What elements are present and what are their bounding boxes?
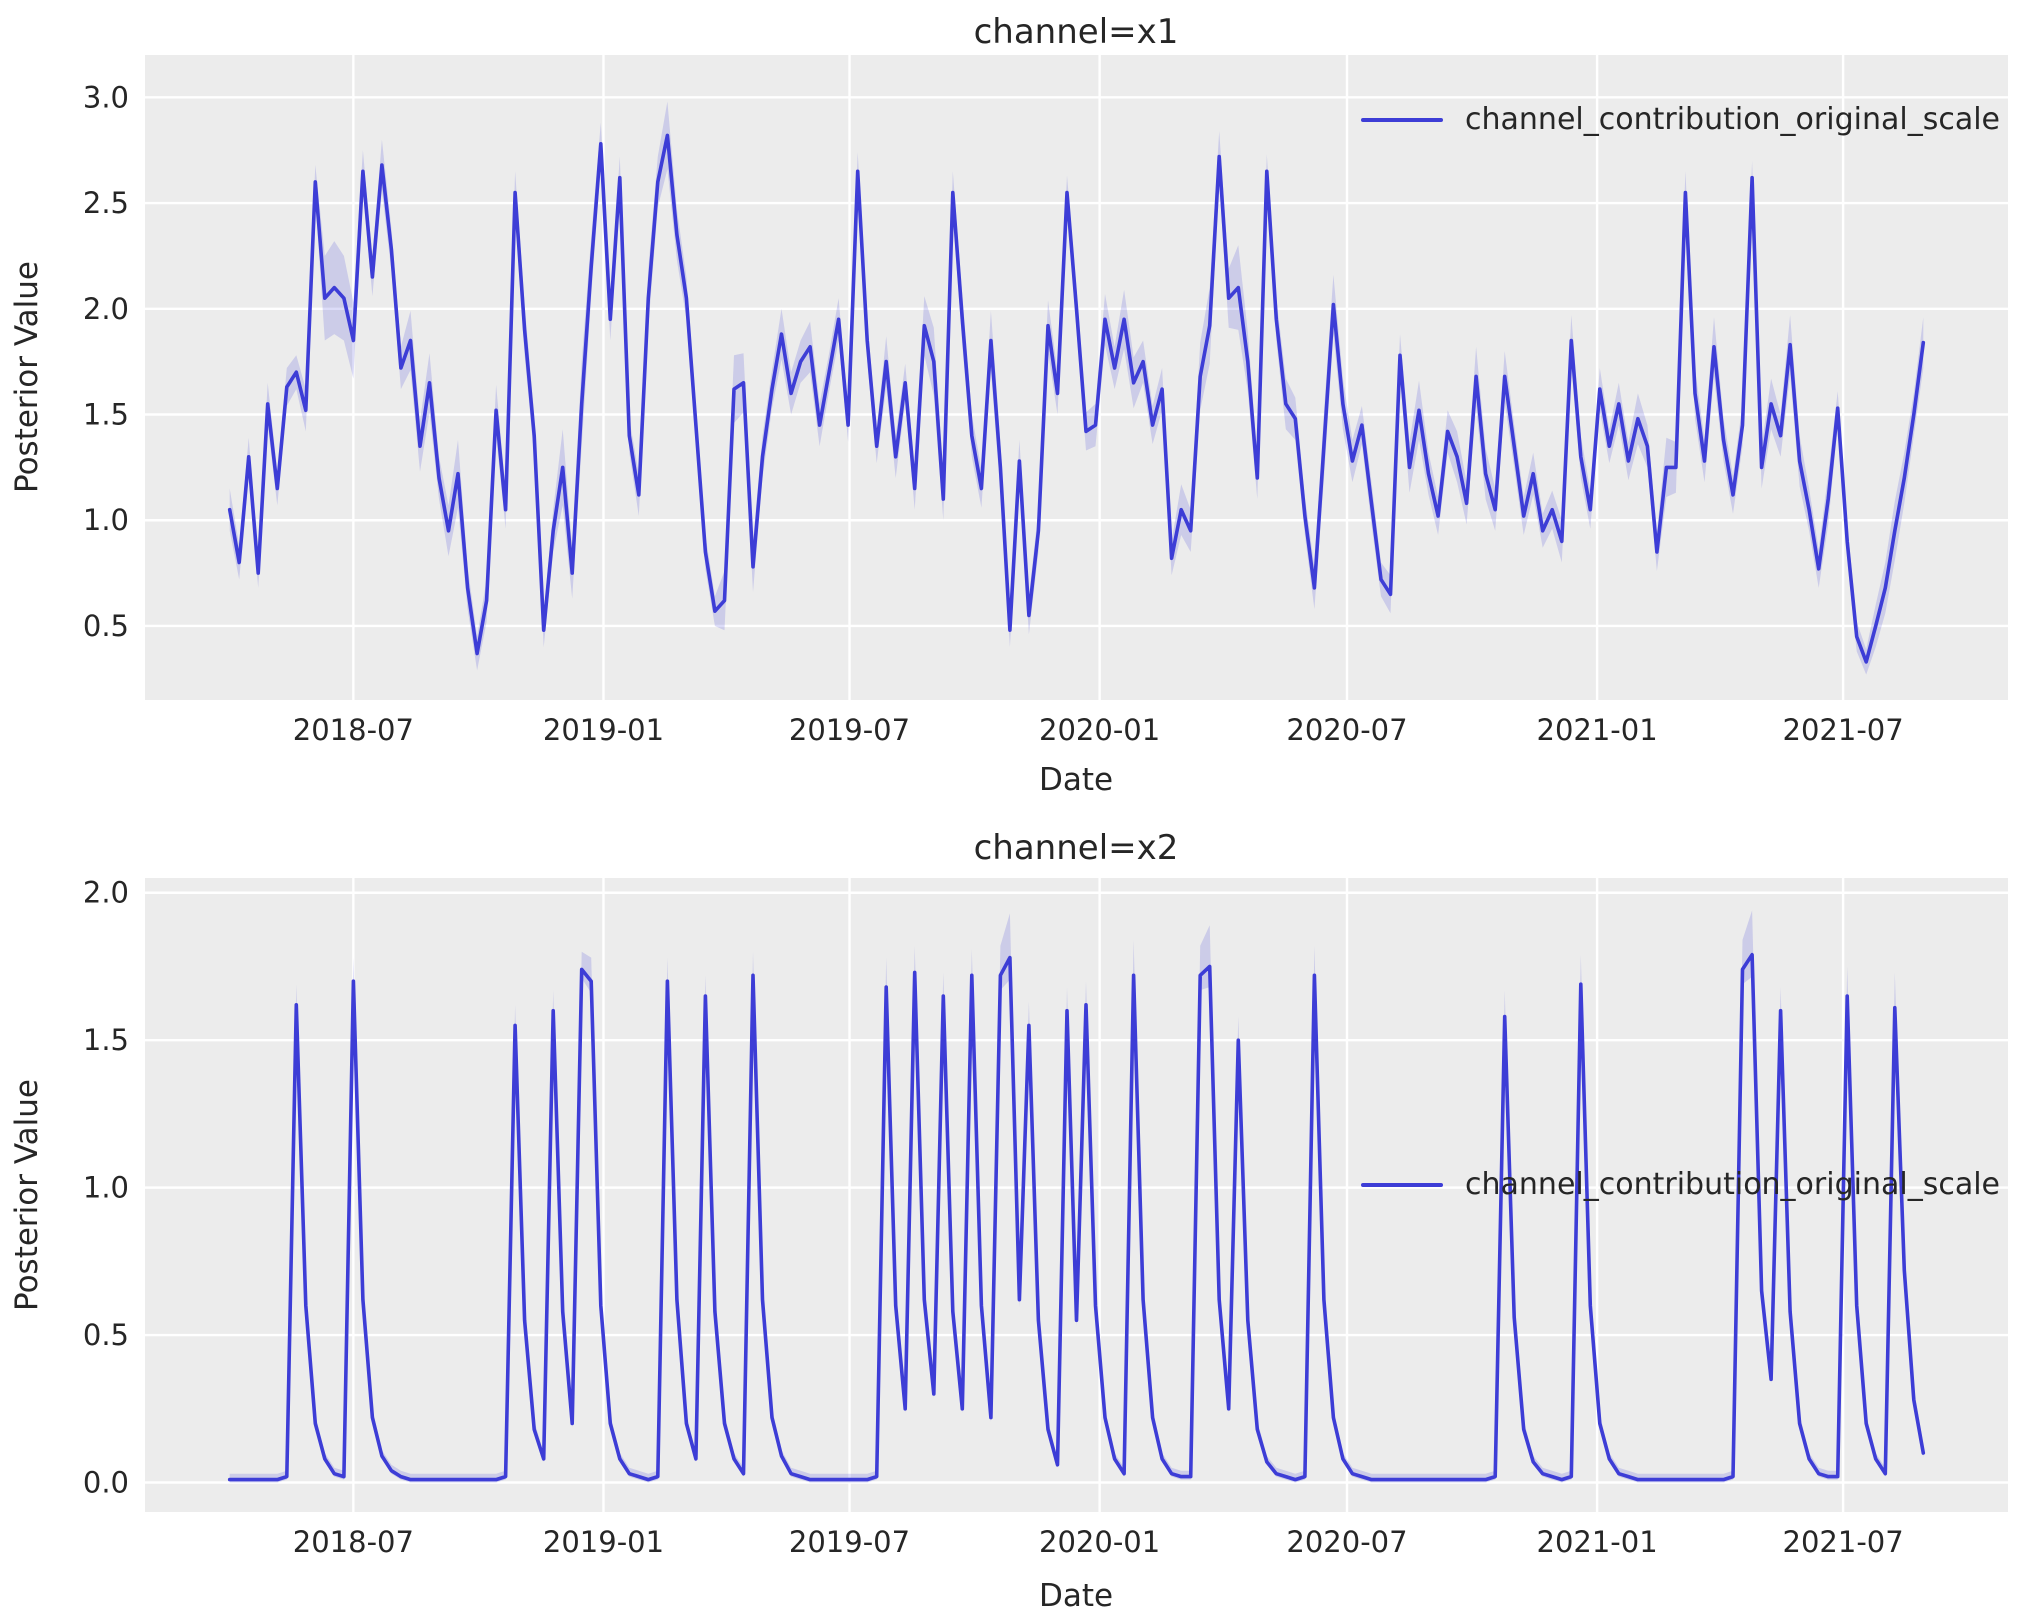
x-tick-label: 2019-07 — [789, 1525, 910, 1559]
y-tick-label: 0.5 — [83, 609, 129, 643]
posterior-mean-line — [227, 952, 1926, 1482]
y-tick-label: 1.5 — [83, 1023, 129, 1057]
x-tick-label: 2020-01 — [1039, 1525, 1160, 1559]
x-tick-label: 2019-01 — [543, 713, 664, 747]
plot-background — [145, 55, 2008, 700]
x-tick-label: 2018-07 — [293, 713, 414, 747]
panel1-legend: channel_contribution_original_scale — [1361, 102, 2000, 137]
plot-background — [145, 878, 2008, 1512]
panel1-x-axis-label: Date — [1038, 762, 1114, 798]
panel1-legend-label: channel_contribution_original_scale — [1465, 102, 2000, 137]
x-tick-label: 2021-07 — [1783, 713, 1904, 747]
y-tick-label: 3.0 — [83, 80, 129, 114]
x-tick-label: 2021-07 — [1783, 1525, 1904, 1559]
y-tick-label: 2.0 — [83, 292, 129, 326]
panel1-y-axis-label: Posterior Value — [9, 261, 45, 493]
panel2-legend: channel_contribution_original_scale — [1361, 1167, 2000, 1202]
x-tick-label: 2020-01 — [1039, 713, 1160, 747]
y-tick-label: 2.0 — [83, 876, 129, 910]
panel1-legend-line-swatch — [1361, 117, 1444, 122]
posterior-mean-line — [227, 133, 1926, 664]
y-tick-label: 1.0 — [83, 503, 129, 537]
y-tick-label: 1.5 — [83, 398, 129, 432]
x-tick-label: 2018-07 — [293, 1525, 414, 1559]
y-tick-label: 2.5 — [83, 186, 129, 220]
panel2-x-axis-label: Date — [1038, 1578, 1114, 1614]
panel2-y-axis-label: Posterior Value — [9, 1079, 45, 1311]
x-tick-label: 2020-07 — [1286, 1525, 1407, 1559]
x-tick-label: 2021-01 — [1537, 713, 1658, 747]
panel2-legend-label: channel_contribution_original_scale — [1465, 1167, 2000, 1202]
x-tick-label: 2021-01 — [1537, 1525, 1658, 1559]
y-tick-label: 1.0 — [83, 1171, 129, 1205]
x-tick-label: 2019-01 — [543, 1525, 664, 1559]
y-tick-label: 0.5 — [83, 1318, 129, 1352]
panel1-title: channel=x1 — [973, 12, 1179, 52]
x-tick-label: 2020-07 — [1286, 713, 1407, 747]
x-tick-label: 2019-07 — [789, 713, 910, 747]
panel2-legend-line-swatch — [1361, 1182, 1444, 1187]
y-tick-label: 0.0 — [83, 1466, 129, 1500]
panel2-title: channel=x2 — [973, 828, 1179, 868]
